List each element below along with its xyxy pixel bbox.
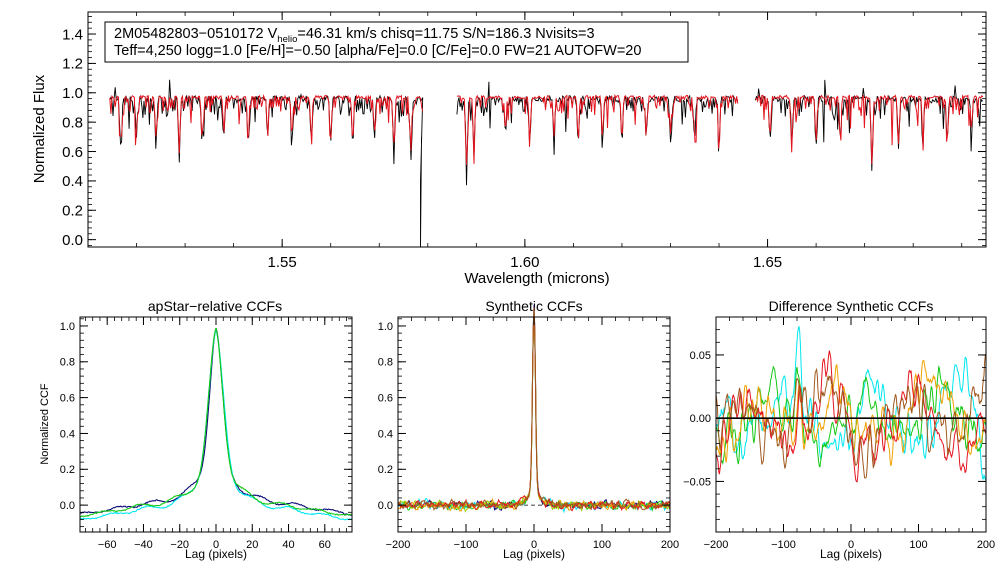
apstar-ticks: −60 −40 −20 0 20 40 60 0.0 0.2 0.4 0.6 0.8 1.0 bbox=[60, 317, 352, 551]
apstar-title: apStar−relative CCFs bbox=[148, 298, 282, 314]
y-tick-label: 0.6 bbox=[60, 392, 75, 404]
y-tick-label: 0.0 bbox=[378, 500, 393, 512]
x-tick-label: 100 bbox=[593, 539, 611, 551]
synthetic-xlabel: Lag (pixels) bbox=[503, 547, 565, 561]
apstar-frame bbox=[79, 316, 353, 533]
y-tick-label: 0.2 bbox=[378, 464, 393, 476]
difference-xlabel: Lag (pixels) bbox=[820, 547, 882, 561]
x-tick-label: −40 bbox=[134, 539, 153, 551]
y-tick-label: 0.05 bbox=[690, 350, 711, 362]
apstar-ylabel: Normalized CCF bbox=[39, 383, 51, 465]
x-tick-label: 1.65 bbox=[753, 254, 782, 271]
info-line-2: Teff=4,250 logg=1.0 [Fe/H]=−0.50 [alpha/… bbox=[114, 43, 641, 59]
x-tick-label: 200 bbox=[661, 539, 679, 551]
synthetic-spectrum-line bbox=[109, 93, 424, 154]
y-tick-label: 1.0 bbox=[378, 321, 393, 333]
apstar-series-group bbox=[79, 327, 353, 521]
apstar-xlabel: Lag (pixels) bbox=[185, 547, 247, 561]
synthetic-spectrum-line bbox=[456, 93, 739, 166]
spectrum-frame bbox=[87, 11, 987, 248]
diff-3-line bbox=[715, 360, 987, 466]
synthetic-frame bbox=[397, 316, 671, 533]
x-tick-label: 1.60 bbox=[510, 254, 539, 271]
x-tick-label: 0 bbox=[848, 539, 854, 551]
synthetic-spectrum-line bbox=[755, 94, 984, 165]
x-tick-label: −20 bbox=[170, 539, 189, 551]
diff-4-line bbox=[715, 350, 987, 483]
apstar-ccf-panel: apStar−relative CCFs −60 −40 −20 0 20 40 60 0.0… bbox=[39, 298, 353, 561]
synthetic-ticks: −200 −100 0 100 200 0.0 0.2 0.4 0.6 0.8 1.0 bbox=[378, 317, 679, 551]
y-tick-label: 1.2 bbox=[62, 56, 83, 73]
visit-3-ccf-line bbox=[79, 327, 353, 518]
difference-series-group bbox=[715, 326, 987, 483]
spectrum-ylabel: Normalized Flux bbox=[31, 74, 48, 183]
visit-2-ccf-line bbox=[79, 329, 353, 521]
difference-ccf-panel: Difference Synthetic CCFs −200 −100 0 100 20… bbox=[683, 298, 995, 561]
x-tick-label: 0 bbox=[213, 539, 219, 551]
visit-1-ccf-line bbox=[79, 328, 353, 516]
y-tick-label: 0.0 bbox=[60, 500, 75, 512]
y-tick-label: 1.4 bbox=[62, 26, 83, 43]
y-tick-label: 0.8 bbox=[378, 357, 393, 369]
y-tick-label: 0.4 bbox=[60, 428, 75, 440]
x-tick-label: −100 bbox=[771, 539, 796, 551]
y-tick-label: 0.00 bbox=[690, 413, 711, 425]
info-line-1: 2M05482803−0510172 Vhelio=46.31 km/s chi… bbox=[114, 26, 595, 45]
y-tick-label: 0.2 bbox=[62, 203, 83, 220]
ccf-7-line bbox=[397, 307, 671, 512]
synthetic-ccf-panel: Synthetic CCFs −200 −100 0 100 2000.00.20.40… bbox=[378, 298, 679, 561]
y-tick-label: −0.05 bbox=[683, 476, 711, 488]
y-tick-label: 0.8 bbox=[62, 114, 83, 131]
x-tick-label: 1.55 bbox=[268, 254, 297, 271]
y-tick-label: 0.0 bbox=[62, 232, 83, 249]
y-tick-label: 0.4 bbox=[62, 173, 83, 190]
y-tick-label: 0.2 bbox=[60, 464, 75, 476]
spectrum-xlabel: Wavelength (microns) bbox=[464, 270, 609, 287]
y-tick-label: 1.0 bbox=[60, 321, 75, 333]
spectrum-panel: 1.55 1.60 1.65 0.0 0.2 0.4 0.6 0.8 1.0 1.2 1.4 2M0… bbox=[31, 11, 987, 287]
x-tick-label: 60 bbox=[319, 539, 331, 551]
x-tick-label: 40 bbox=[282, 539, 294, 551]
synthetic-series-group bbox=[397, 305, 671, 514]
x-tick-label: −200 bbox=[386, 539, 411, 551]
ccf-1-line bbox=[397, 305, 671, 511]
x-tick-label: −200 bbox=[704, 539, 729, 551]
x-tick-label: 20 bbox=[246, 539, 258, 551]
ccf-6-line bbox=[397, 312, 671, 512]
spectrum-ticks: 1.55 1.60 1.65 0.0 0.2 0.4 0.6 0.8 1.0 1.2 1.4 bbox=[62, 12, 986, 271]
y-tick-label: 0.4 bbox=[378, 428, 393, 440]
ccf-2-line bbox=[397, 311, 671, 514]
y-tick-label: 0.6 bbox=[62, 144, 83, 161]
y-tick-label: 0.8 bbox=[60, 357, 75, 369]
difference-ticks: −200 −100 0 100 200 −0.05 0.00 0.05 bbox=[683, 316, 995, 551]
y-tick-label: 0.6 bbox=[378, 392, 393, 404]
ccf-4-line bbox=[397, 315, 671, 513]
ccf-3-line bbox=[397, 312, 671, 512]
x-tick-label: 100 bbox=[909, 539, 927, 551]
observed-spectrum-line bbox=[754, 79, 984, 171]
ccf-5-line bbox=[397, 310, 671, 512]
info-box bbox=[104, 21, 689, 63]
difference-title: Difference Synthetic CCFs bbox=[769, 298, 934, 314]
x-tick-label: −100 bbox=[454, 539, 479, 551]
diff-5-line bbox=[715, 353, 987, 479]
x-tick-label: 0 bbox=[531, 539, 537, 551]
x-tick-label: −60 bbox=[98, 539, 117, 551]
y-tick-label: 1.0 bbox=[62, 85, 83, 102]
x-tick-label: 200 bbox=[977, 539, 995, 551]
spectrum-series-group bbox=[109, 79, 984, 248]
